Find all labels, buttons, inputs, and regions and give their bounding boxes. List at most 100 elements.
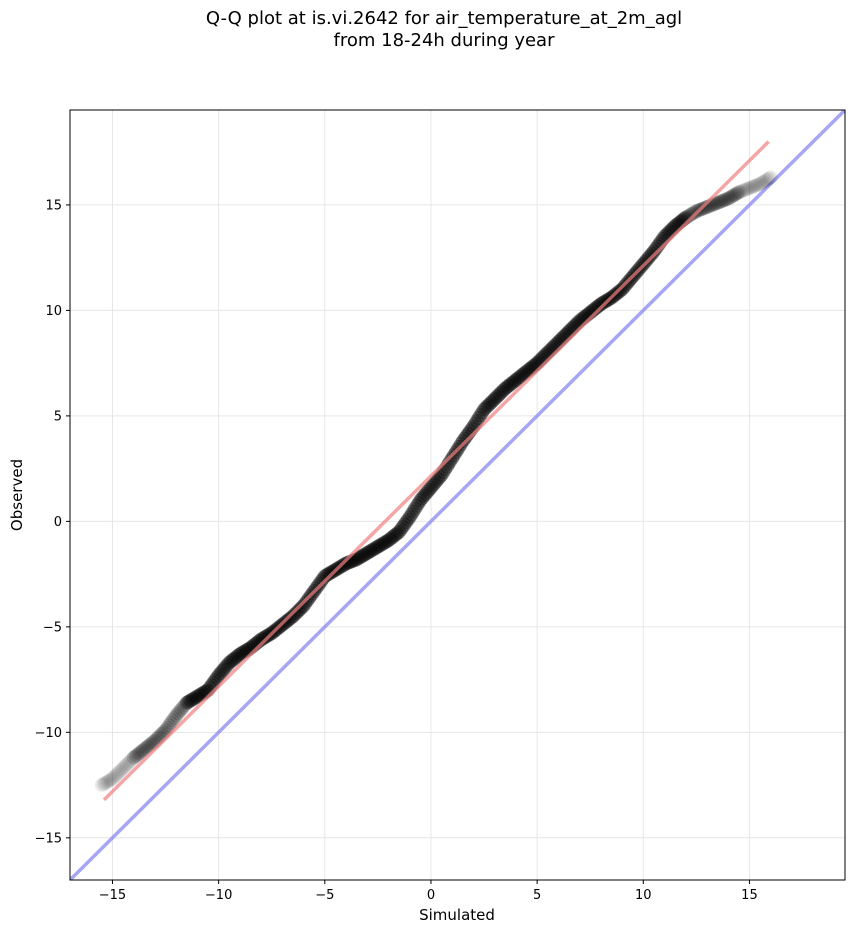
quantile-point [109,768,124,783]
quantile-point [751,177,766,192]
quantile-point [231,648,246,663]
quantile-point [121,755,136,770]
quantile-point [393,522,408,537]
quantile-point [731,185,746,200]
quantile-point [699,200,714,215]
quantile-point [733,184,748,199]
quantile-point [429,474,444,489]
x-tick-label: −10 [205,888,232,903]
quantile-point [130,747,145,762]
quantile-point [98,775,113,790]
quantile-point [351,551,366,566]
quantile-point [740,181,755,196]
quantile-point [209,670,224,685]
quantile-point [498,381,513,396]
quantile-point [408,501,423,516]
quantile-point [119,757,134,772]
quantile-point [193,687,208,702]
quantile-point [234,646,249,661]
quantile-point [710,195,725,210]
quantile-point [416,489,431,504]
quantile-point [496,383,511,398]
quantile-point [259,629,274,644]
quantile-point [236,645,251,660]
quantile-point [392,524,407,539]
quantile-point [316,571,331,586]
quantile-point [738,182,753,197]
quantile-point [208,673,223,688]
quantile-point [370,539,385,554]
quantile-point [758,173,773,188]
quantile-point [215,664,230,679]
quantile-point [719,192,734,207]
y-tick-label: 5 [54,409,62,424]
quantile-point [753,176,768,191]
quantile-point [314,574,329,589]
quantile-point [340,555,355,570]
y-tick-label: −10 [35,726,62,741]
quantile-point [684,207,699,222]
grid [70,110,845,880]
x-axis: −15 −10 −5 0 5 10 15 [99,880,758,903]
x-tick-label: 15 [741,888,758,903]
quantile-point [714,194,729,209]
quantile-point [376,536,391,551]
quantile-point [133,745,148,760]
quantile-point [165,713,180,728]
quantile-point [383,531,398,546]
quantile-point [760,172,775,187]
quantile-point [406,504,421,519]
y-tick-label: 0 [54,515,62,530]
quantile-point [213,666,228,681]
y-axis-label: Observed [8,459,26,531]
quantile-point [411,496,426,511]
quantile-point [423,480,438,495]
quantile-point [280,613,295,628]
quantile-point [379,534,394,549]
quantile-point [172,704,187,719]
quantile-point [132,746,147,761]
quantile-point [512,370,527,385]
quantile-point [485,393,500,408]
quantile-point [592,298,607,313]
quantile-point [413,493,428,508]
quantile-point [181,694,196,709]
quantile-point [685,206,700,221]
quantile-point [363,543,378,558]
quantile-point [494,384,509,399]
quantile-point [749,178,764,193]
quantile-point [730,186,745,201]
quantile-point [480,399,495,414]
quantile-point [142,737,157,752]
plot-frame [69,109,846,881]
quantile-point [390,526,405,541]
quantile-point [163,715,178,730]
quantile-point [708,196,723,211]
quantile-point [367,541,382,556]
quantile-point [117,759,132,774]
quantile-point [296,598,311,613]
quantile-point [754,175,769,190]
quantile-point [388,527,403,542]
quantile-point [319,568,334,583]
quantile-point [646,244,661,259]
quantile-point [724,189,739,204]
quantile-point [615,282,630,297]
quantile-point [285,609,300,624]
quantile-point [140,739,155,754]
quantile-point [353,550,368,565]
quantile-point [478,400,493,415]
quantile-point [385,530,400,545]
quantile-point [369,540,384,555]
quantile-point [321,567,336,582]
quantile-point [473,408,488,423]
quantile-point [455,434,470,449]
identity-line [70,110,845,880]
quantile-point [715,193,730,208]
quantile-point [282,612,297,627]
quantile-point [229,650,244,665]
quantile-point [745,179,760,194]
quantile-point [185,692,200,707]
quantile-point [137,742,152,757]
